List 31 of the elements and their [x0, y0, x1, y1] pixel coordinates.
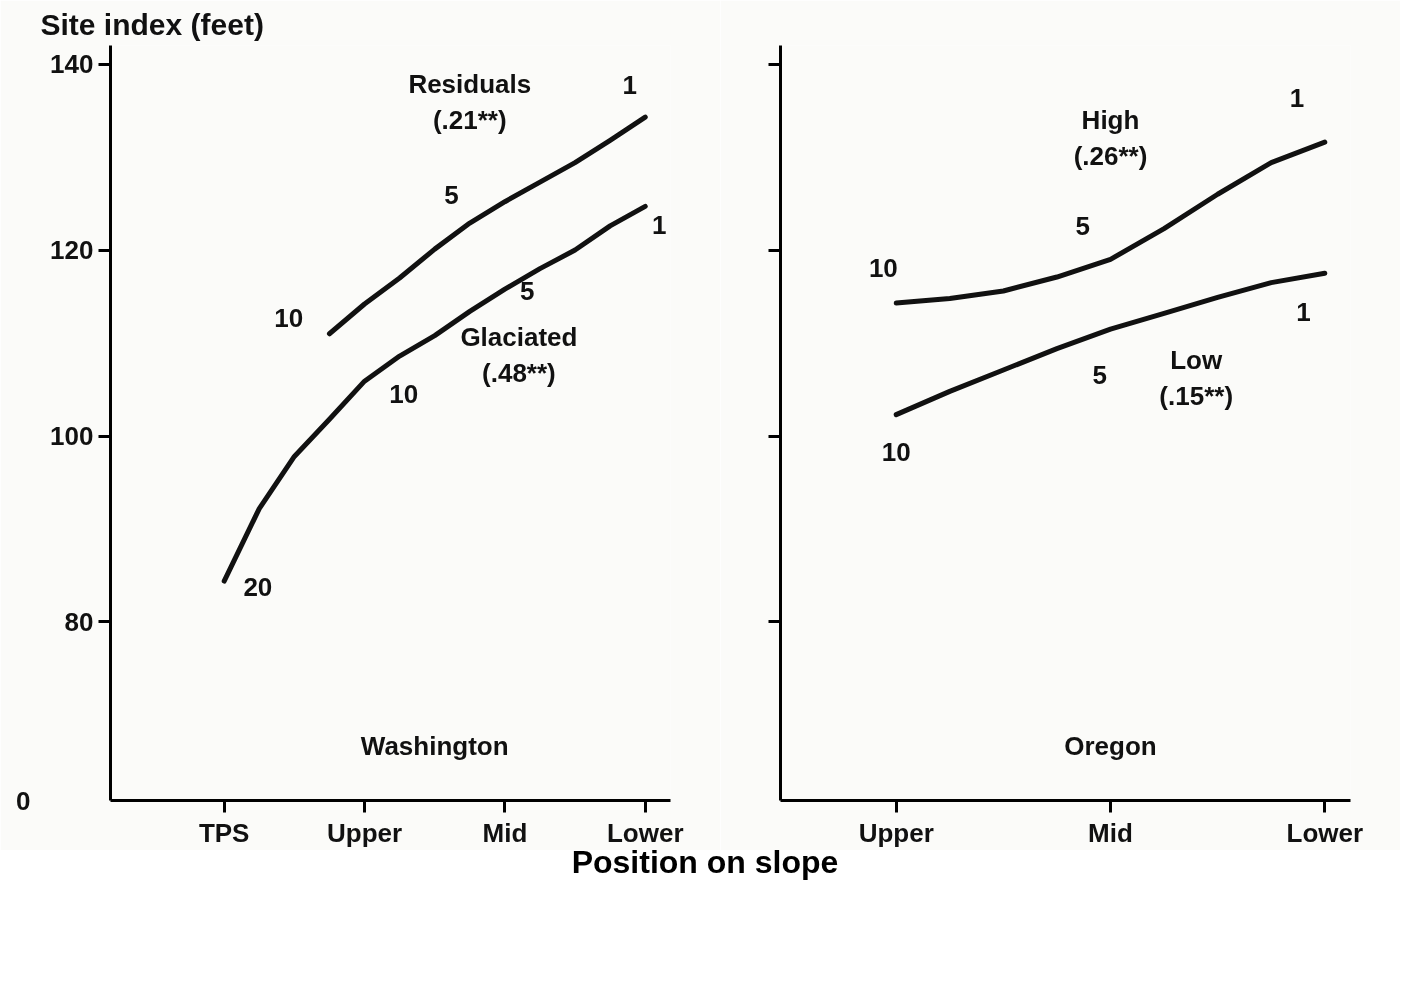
- y-tick-label: 80: [64, 606, 94, 637]
- y-axis-title: Site index (feet): [40, 7, 264, 41]
- text: Oregon: [1064, 730, 1157, 761]
- annotation: 1: [622, 70, 638, 101]
- annotation: 10: [868, 252, 898, 283]
- annotation: 10: [881, 436, 911, 467]
- annotation: 10: [274, 302, 304, 333]
- annotation: 5: [520, 275, 535, 306]
- series-label: Residuals (.21**): [408, 69, 532, 136]
- series-label: Low (.15**): [1159, 345, 1234, 412]
- y-tick-label: 120: [50, 235, 94, 266]
- x-tick-label: Lower: [1286, 817, 1364, 848]
- text: 0: [16, 785, 31, 816]
- text: High (.26**): [1073, 105, 1148, 172]
- series-label: Glaciated (.48**): [460, 322, 578, 389]
- text: Washington: [360, 730, 509, 761]
- annotation: 5: [1075, 210, 1090, 241]
- x-tick-label: Mid: [1088, 817, 1133, 848]
- y-tick-label: 100: [50, 421, 94, 452]
- y-tick-label: 140: [50, 49, 94, 80]
- x-tick-label: Mid: [482, 817, 528, 848]
- annotation: 5: [1092, 359, 1108, 390]
- annotation: 20: [243, 571, 273, 602]
- annotation: 5: [444, 180, 459, 211]
- x-tick-label: Upper: [858, 817, 934, 848]
- annotation: 1: [1296, 297, 1311, 328]
- x-tick-label: TPS: [198, 817, 250, 848]
- x-tick-label: Upper: [326, 817, 403, 848]
- annotation: 1: [652, 209, 667, 240]
- annotation: 10: [389, 379, 419, 410]
- annotation: 1: [1289, 83, 1305, 114]
